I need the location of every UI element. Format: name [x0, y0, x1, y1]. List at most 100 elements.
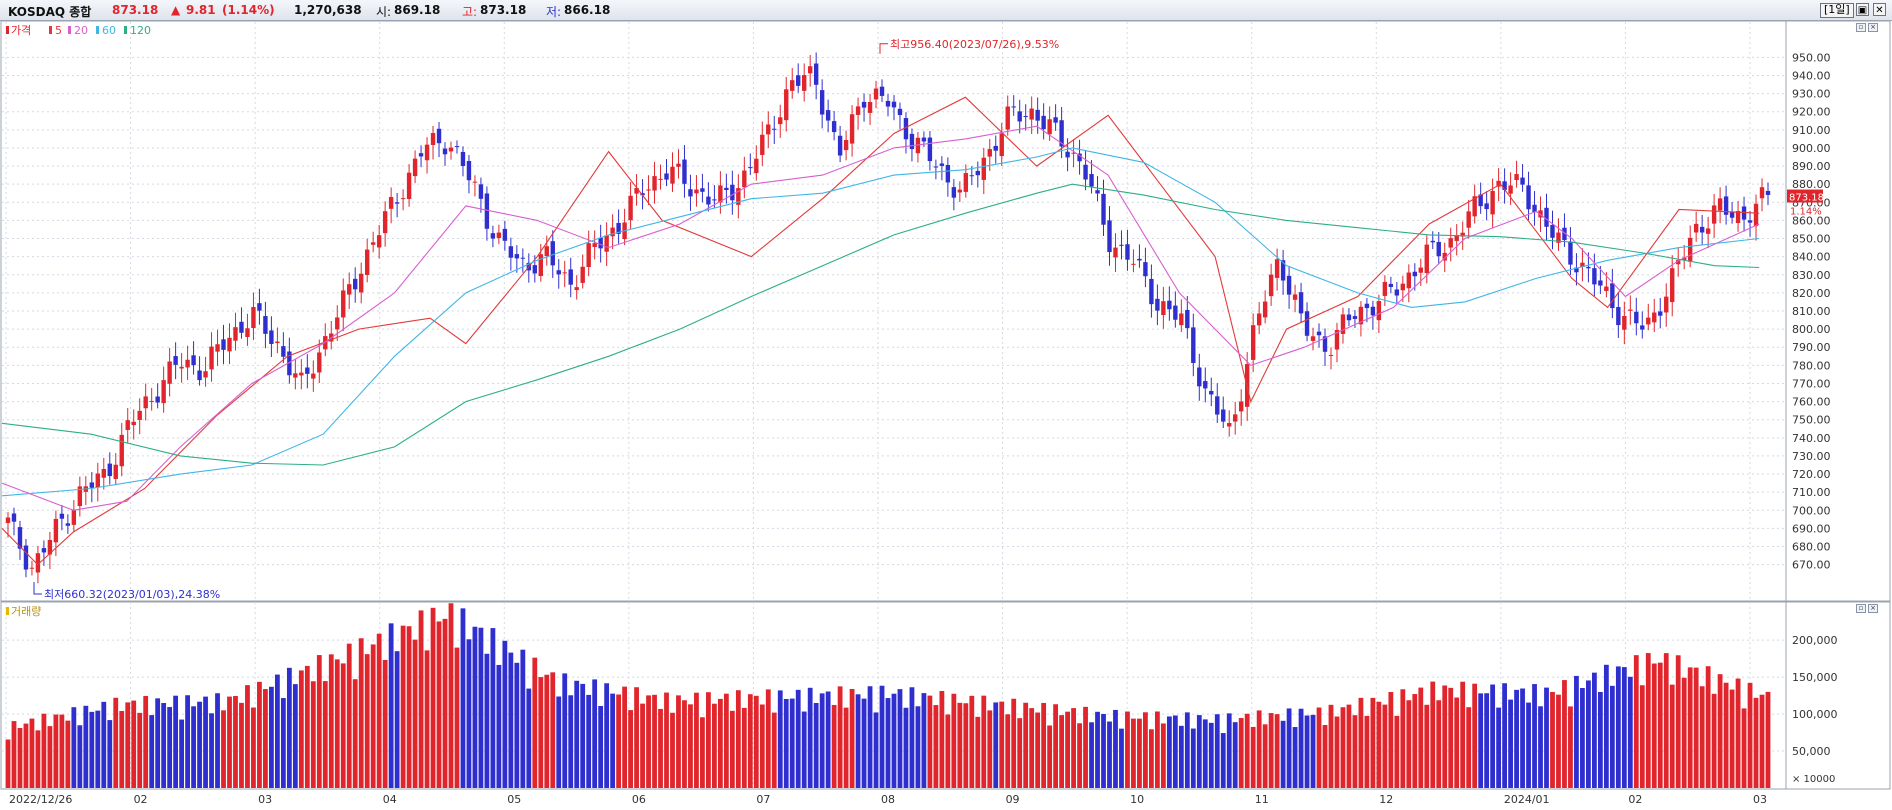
candle-body: [478, 184, 484, 199]
volume-bar: [1568, 706, 1573, 788]
restore-icon[interactable]: ▣: [1856, 3, 1869, 16]
volume-bar: [1274, 714, 1280, 788]
last-price-tag: 873.18: [1789, 193, 1824, 204]
candle-body: [586, 243, 591, 268]
candle-body: [1496, 180, 1501, 187]
candle-body: [370, 242, 376, 245]
candle-body: [568, 269, 573, 285]
candle-body: [1280, 260, 1286, 281]
candle-body: [448, 147, 454, 152]
price-tick-label: 940.00: [1792, 69, 1831, 82]
candle-body: [1113, 247, 1118, 258]
candle-body: [532, 265, 538, 274]
candle-body: [610, 227, 615, 237]
volume-bar: [1352, 715, 1358, 788]
volume-bar: [1250, 726, 1256, 788]
volume-bar: [993, 702, 999, 788]
volume-bar: [676, 695, 681, 788]
volume-bar: [346, 643, 352, 788]
volume-bar: [729, 710, 735, 788]
candle-body: [353, 278, 358, 290]
candle-body: [766, 124, 771, 135]
volume-bar: [1310, 714, 1316, 788]
candle-body: [1059, 120, 1064, 147]
candle-body: [1364, 303, 1370, 309]
candle-body: [1065, 151, 1070, 158]
volume-bar: [1005, 714, 1011, 788]
candle-body: [502, 228, 508, 241]
volume-bar: [71, 707, 77, 788]
candle-body: [1137, 258, 1142, 261]
volume-bar: [1280, 720, 1286, 788]
candle-body: [724, 187, 729, 190]
volume-bar: [688, 704, 693, 788]
volume-bar: [526, 688, 532, 788]
volume-bar: [586, 694, 592, 788]
volume-bar: [1675, 655, 1681, 788]
candle-body: [867, 101, 873, 113]
volume-panel-restore-icon[interactable]: ▫: [1856, 604, 1866, 613]
legend-volume-label: 거래량: [11, 605, 41, 618]
candle-body: [424, 144, 430, 161]
candle-body: [1203, 381, 1208, 389]
volume-bar: [1574, 675, 1579, 788]
candle-body: [861, 101, 867, 108]
volume-bar: [107, 720, 113, 788]
volume-bar: [17, 728, 23, 788]
candle-body: [1502, 181, 1507, 191]
candle-body: [981, 157, 986, 180]
period-selector[interactable]: [1일]: [1820, 3, 1854, 18]
title-bar: KOSDAQ 종합 873.18 ▲ 9.81 (1.14%) 1,270,63…: [0, 0, 1892, 21]
candle-body: [969, 175, 975, 177]
candle-body: [1538, 210, 1543, 218]
price-panel-close-icon[interactable]: ×: [1868, 23, 1878, 32]
volume-bar: [376, 633, 382, 788]
candle-body: [1394, 289, 1400, 296]
volume-bar: [945, 714, 951, 788]
volume-value: 1,270,638: [294, 3, 362, 17]
candle-body: [41, 548, 47, 553]
candle-body: [562, 272, 567, 274]
price-tick-label: 720.00: [1792, 468, 1831, 481]
close-icon[interactable]: ✕: [1873, 3, 1886, 16]
current-price: 873.18: [112, 3, 159, 17]
candle-body: [406, 172, 412, 200]
candle-body: [1520, 177, 1525, 185]
volume-bar: [310, 681, 316, 788]
volume-bar: [1663, 653, 1669, 788]
volume-bar: [227, 696, 232, 788]
legend-ma60-label: 60: [102, 24, 116, 37]
volume-bar: [1424, 704, 1430, 788]
candle-body: [831, 121, 837, 133]
candle-body: [1628, 309, 1633, 311]
candle-body: [1466, 211, 1471, 228]
candle-body: [1478, 194, 1483, 207]
symbol-name[interactable]: KOSDAQ 종합: [8, 5, 92, 19]
volume-bar: [717, 698, 723, 788]
volume-bar: [1609, 685, 1615, 788]
volume-bar: [274, 674, 280, 788]
candle-body: [418, 153, 424, 157]
volume-bar: [831, 704, 837, 788]
candle-body: [394, 202, 400, 204]
price-panel-restore-icon[interactable]: ▫: [1856, 23, 1866, 32]
volume-bar: [149, 715, 155, 788]
candle-body: [1286, 275, 1292, 295]
volume-bar: [1268, 713, 1274, 788]
volume-bar: [999, 701, 1005, 788]
volume-bar: [771, 712, 777, 788]
volume-tick-label: 200,000: [1792, 634, 1838, 647]
candle-body: [813, 63, 819, 85]
volume-bar: [855, 694, 861, 788]
high-value: 873.18: [480, 3, 527, 17]
volume-bar: [670, 712, 675, 788]
volume-tick-label: 100,000: [1792, 708, 1838, 721]
volume-bar: [298, 670, 304, 788]
price-change-pct: (1.14%): [222, 3, 275, 17]
high-annotation: 최고956.40(2023/07/26),9.53%: [890, 38, 1059, 51]
legend-ma60-swatch: [96, 26, 99, 34]
moving-average-line-5: [1, 96, 1760, 566]
price-tick-label: 890.00: [1792, 160, 1831, 173]
volume-panel-close-icon[interactable]: ×: [1868, 604, 1878, 613]
